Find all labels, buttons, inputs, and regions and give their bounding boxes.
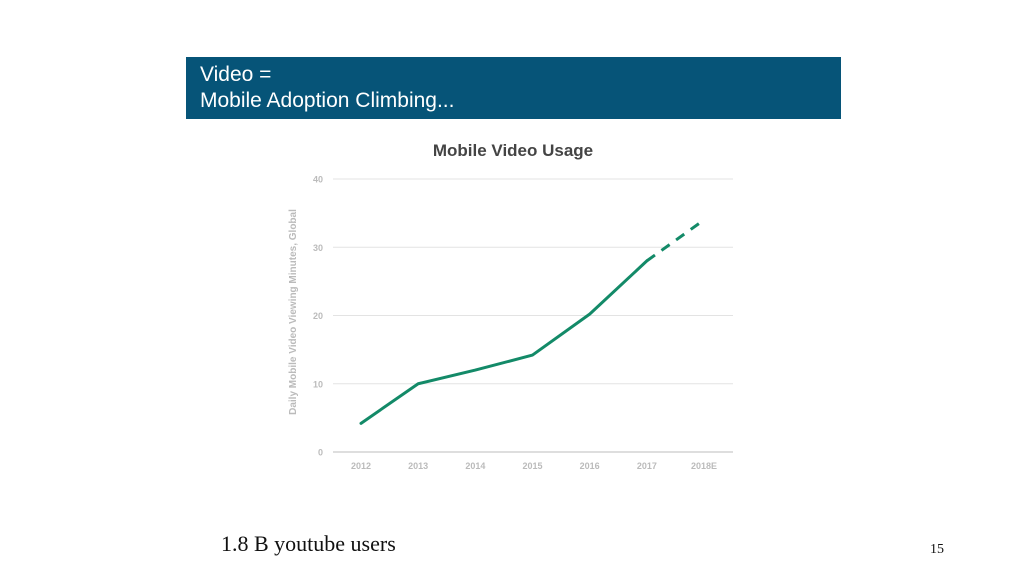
x-tick-label: 2015 xyxy=(522,461,542,471)
y-tick-label: 20 xyxy=(313,311,323,321)
y-tick-label: 10 xyxy=(313,379,323,389)
x-tick-label: 2016 xyxy=(580,461,600,471)
y-axis-label: Daily Mobile Video Viewing Minutes, Glob… xyxy=(288,209,299,415)
series-line-estimate xyxy=(645,218,705,263)
page-number: 15 xyxy=(930,542,944,557)
chart-title: Mobile Video Usage xyxy=(433,141,593,160)
x-tick-label: 2018E xyxy=(691,461,717,471)
x-tick-label: 2017 xyxy=(637,461,657,471)
banner-line-2: Mobile Adoption Climbing... xyxy=(200,89,455,112)
x-tick-label: 2014 xyxy=(465,461,485,471)
header-banner: Video = Mobile Adoption Climbing... xyxy=(186,57,841,119)
series-line-actual xyxy=(359,259,649,425)
banner-line-1: Video = xyxy=(200,63,272,86)
y-tick-label: 40 xyxy=(313,175,323,185)
x-tick-label: 2013 xyxy=(408,461,428,471)
y-tick-label: 30 xyxy=(313,243,323,253)
y-tick-label: 0 xyxy=(318,448,323,458)
caption-text: 1.8 B youtube users xyxy=(221,531,396,556)
x-tick-label: 2012 xyxy=(351,461,371,471)
